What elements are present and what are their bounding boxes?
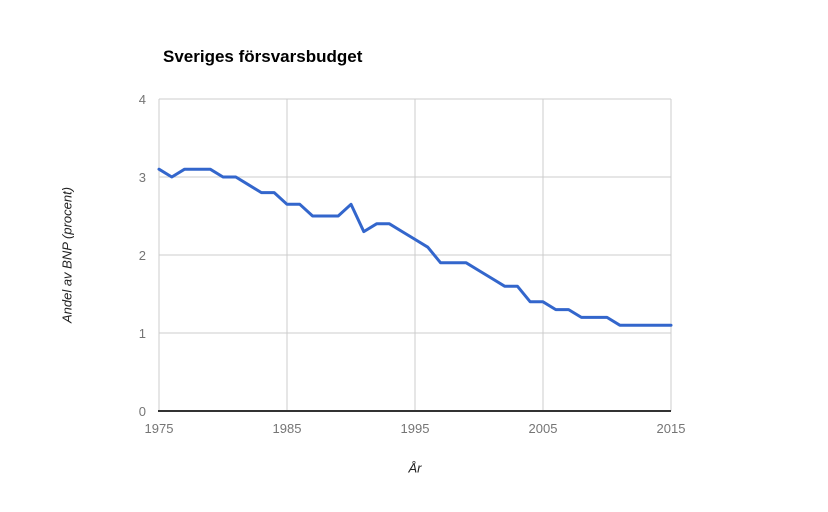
y-tick-label: 2: [139, 248, 146, 263]
x-axis-title: År: [408, 460, 422, 476]
x-tick-label: 2015: [657, 421, 686, 436]
y-tick-label: 0: [139, 404, 146, 419]
x-tick-label: 2005: [529, 421, 558, 436]
x-tick-label: 1995: [401, 421, 430, 436]
chart-title: Sveriges försvarsbudget: [163, 47, 363, 66]
x-tick-label: 1985: [273, 421, 302, 436]
x-tick-label: 1975: [145, 421, 174, 436]
y-tick-label: 3: [139, 170, 146, 185]
y-tick-label: 4: [139, 92, 146, 107]
defense-budget-line: [157, 167, 673, 327]
y-tick-label: 1: [139, 326, 146, 341]
